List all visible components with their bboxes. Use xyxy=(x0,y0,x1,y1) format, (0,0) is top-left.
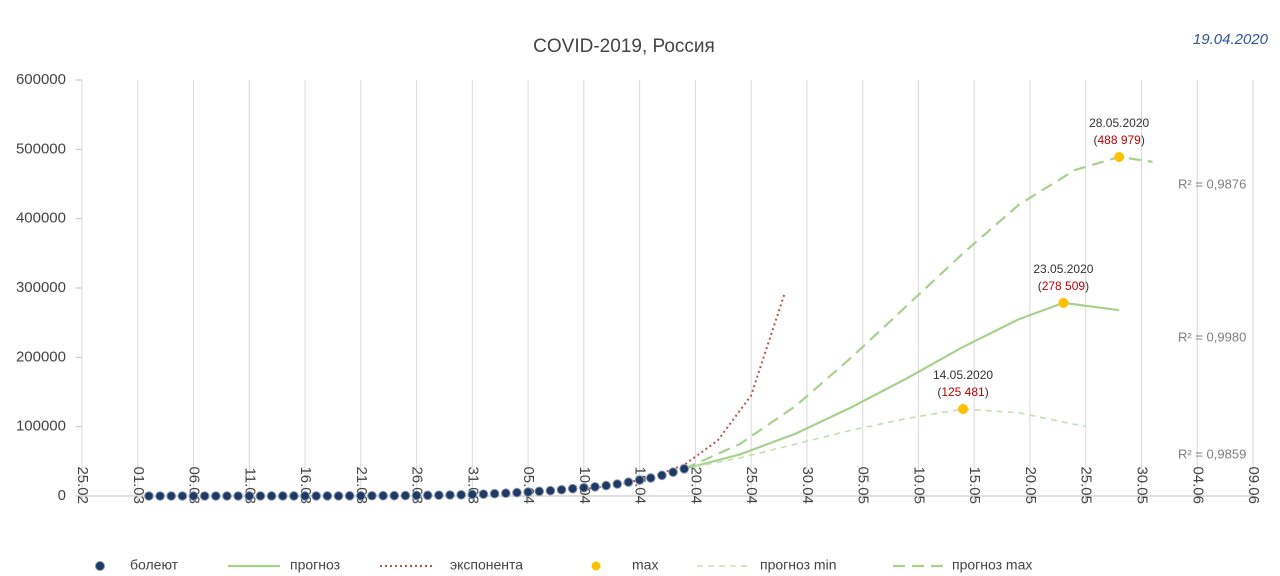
legend-label: max xyxy=(632,557,658,573)
data-point xyxy=(601,480,611,491)
legend-label: экспонента xyxy=(450,557,523,573)
data-point xyxy=(657,470,667,481)
legend-marker xyxy=(591,561,601,571)
series-line xyxy=(683,301,1120,471)
data-point xyxy=(556,484,567,495)
x-tick-label: 30.04 xyxy=(799,466,816,504)
report-date: 19.04.2020 xyxy=(1193,31,1269,48)
data-point xyxy=(289,491,299,501)
y-tick-label: 100000 xyxy=(16,418,66,435)
data-point xyxy=(400,490,411,501)
data-point xyxy=(311,491,322,501)
x-tick-label: 04.06 xyxy=(1189,466,1206,504)
data-point xyxy=(567,483,578,494)
legend-label: прогноз min xyxy=(760,557,837,573)
data-point xyxy=(277,491,288,501)
data-point xyxy=(199,491,210,501)
data-point xyxy=(266,491,277,501)
data-point xyxy=(545,485,556,496)
data-point xyxy=(623,477,634,487)
data-point xyxy=(612,479,623,489)
data-point xyxy=(500,488,511,499)
y-tick-label: 400000 xyxy=(16,210,66,227)
legend-label: прогноз max xyxy=(952,557,1032,573)
data-point xyxy=(367,490,377,501)
x-tick-label: 20.05 xyxy=(1022,466,1039,504)
x-tick-label: 20.04 xyxy=(687,466,704,504)
x-tick-label: 25.02 xyxy=(74,466,91,504)
data-point xyxy=(166,491,177,501)
y-tick-label: 600000 xyxy=(16,71,66,88)
x-tick-label: 01.03 xyxy=(130,466,147,504)
data-point xyxy=(422,490,433,501)
data-point xyxy=(534,486,545,497)
r-squared: R² = 0,9859 xyxy=(1178,446,1246,461)
max-date-label: 23.05.2020 xyxy=(1033,262,1093,276)
max-date-label: 14.05.2020 xyxy=(933,368,993,382)
legend-label: болеют xyxy=(130,557,179,573)
legend-label: прогноз xyxy=(290,557,340,573)
x-tick-label: 30.05 xyxy=(1134,466,1151,504)
series-line xyxy=(583,293,786,491)
y-tick-label: 0 xyxy=(58,487,66,504)
value-label: (278 509) xyxy=(1038,279,1089,293)
data-point xyxy=(958,403,969,414)
data-point xyxy=(1058,297,1069,308)
x-tick-label: 15.05 xyxy=(966,466,983,504)
data-point xyxy=(411,490,422,501)
series-line xyxy=(684,408,1086,470)
data-point xyxy=(456,490,466,500)
value-label: (488 979) xyxy=(1093,133,1144,147)
data-point xyxy=(668,467,678,477)
data-point xyxy=(255,491,266,501)
data-point xyxy=(645,473,656,483)
x-tick-label: 15.04 xyxy=(632,466,649,504)
data-point xyxy=(523,487,533,497)
data-point xyxy=(300,491,310,501)
data-point xyxy=(389,490,400,501)
data-point xyxy=(579,482,589,493)
x-tick-label: 05.05 xyxy=(855,466,872,504)
data-point xyxy=(590,482,600,492)
data-point xyxy=(1114,151,1125,162)
data-point xyxy=(322,491,333,501)
data-point xyxy=(489,488,500,499)
r-squared: R² = 0,9876 xyxy=(1178,176,1246,191)
chart-title: COVID-2019, Россия xyxy=(533,36,715,57)
x-tick-label: 05.04 xyxy=(520,466,537,504)
data-point xyxy=(211,491,221,501)
value-label: (125 481) xyxy=(937,385,988,399)
x-tick-label: 09.06 xyxy=(1245,466,1262,504)
r-squared: R² = 0,9980 xyxy=(1178,329,1246,344)
x-tick-label: 25.04 xyxy=(743,466,760,504)
data-point xyxy=(233,491,243,501)
data-point xyxy=(356,490,366,501)
data-point xyxy=(478,489,489,499)
y-tick-label: 200000 xyxy=(16,348,66,365)
data-point xyxy=(679,464,690,474)
data-point xyxy=(512,487,522,498)
data-point xyxy=(244,491,255,501)
max-date-label: 28.05.2020 xyxy=(1089,116,1149,130)
data-point xyxy=(634,475,645,485)
data-point xyxy=(222,491,232,501)
series-line xyxy=(683,155,1153,470)
data-point xyxy=(188,491,199,501)
data-point xyxy=(144,491,154,501)
data-point xyxy=(445,490,455,500)
data-point xyxy=(155,491,165,501)
data-point xyxy=(344,491,355,501)
data-point xyxy=(467,489,478,500)
data-point xyxy=(378,490,388,501)
legend-marker xyxy=(95,561,105,571)
x-tick-label: 10.05 xyxy=(910,466,927,504)
data-point xyxy=(333,491,344,501)
y-tick-label: 500000 xyxy=(16,140,66,157)
data-point xyxy=(177,491,188,501)
y-tick-label: 300000 xyxy=(16,279,66,296)
data-point xyxy=(434,490,444,500)
x-tick-label: 25.05 xyxy=(1078,466,1095,504)
